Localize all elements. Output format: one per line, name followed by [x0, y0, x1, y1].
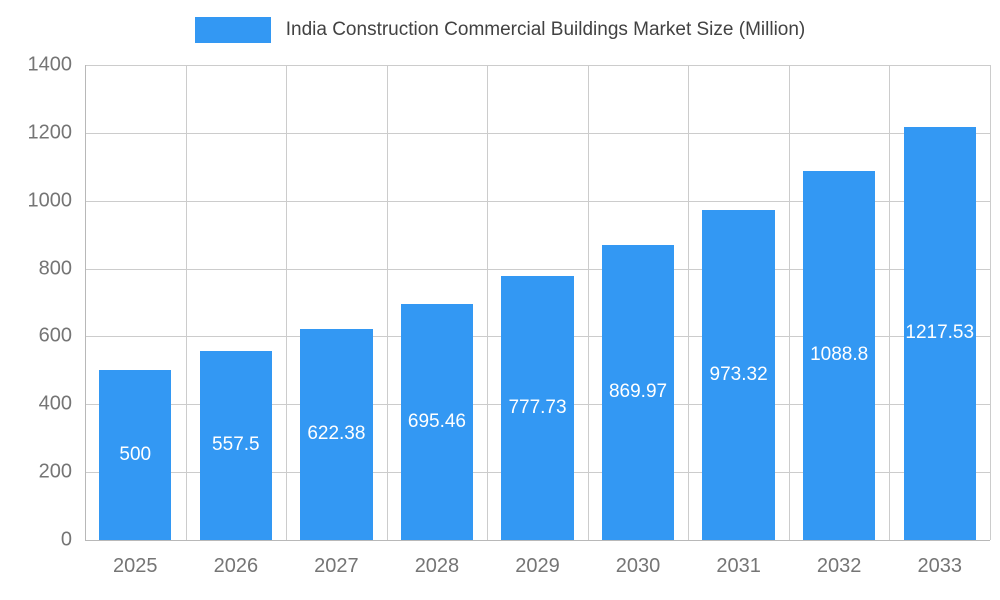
gridline-vertical — [889, 65, 891, 540]
chart-legend-item[interactable]: India Construction Commercial Buildings … — [0, 17, 1000, 43]
plot-area: 0 200 400 600 800 1000 1200 1400 500 2025 557.5 202… — [28, 54, 991, 577]
gridline-horizontal — [85, 200, 990, 202]
x-axis-tick-label: 2026 — [213, 555, 259, 577]
bar-value-label: 1217.53 — [905, 322, 975, 344]
bar-value-label: 869.97 — [608, 381, 668, 403]
gridline-vertical — [990, 65, 991, 540]
gridline-vertical — [286, 65, 288, 540]
y-axis-tick-label: 0 — [60, 528, 72, 551]
bar-value-label: 622.38 — [307, 423, 366, 445]
y-axis-tick-label: 1400 — [27, 53, 73, 76]
bar-value-label: 500 — [119, 444, 152, 466]
y-axis-tick-label: 400 — [38, 392, 72, 415]
y-axis-tick-label: 200 — [38, 460, 72, 483]
gridline-horizontal — [85, 268, 990, 270]
x-axis-tick-label: 2031 — [716, 555, 761, 577]
bar[interactable] — [903, 126, 976, 540]
y-axis-tick-label: 1000 — [27, 189, 73, 212]
gridline-horizontal — [85, 540, 990, 541]
gridline-vertical — [688, 65, 690, 540]
y-axis-tick-label: 1200 — [27, 121, 73, 144]
gridline-vertical — [587, 65, 589, 540]
x-axis-tick-label: 2025 — [113, 555, 158, 577]
bar[interactable] — [199, 350, 273, 540]
bar[interactable] — [400, 304, 474, 540]
bar[interactable] — [99, 370, 172, 540]
y-axis-line — [85, 65, 86, 540]
y-axis-tick-label: 800 — [38, 257, 72, 280]
x-axis-tick-label: 2029 — [515, 555, 560, 577]
x-axis-tick-label: 2033 — [917, 555, 962, 577]
bar-value-label: 777.73 — [508, 397, 567, 419]
bar-value-label: 695.46 — [407, 411, 466, 433]
x-axis-tick-label: 2030 — [615, 555, 661, 577]
y-axis-tick-label: 600 — [38, 324, 72, 347]
chart-title: India Construction Commercial Buildings … — [285, 19, 806, 40]
bar[interactable] — [802, 170, 876, 540]
gridline-horizontal — [85, 65, 990, 66]
gridline-vertical — [487, 65, 489, 540]
bar-value-label: 973.32 — [709, 363, 768, 385]
bar[interactable] — [601, 244, 675, 540]
bar[interactable] — [300, 328, 373, 540]
x-axis-tick-label: 2028 — [414, 555, 460, 577]
bar[interactable] — [501, 276, 574, 540]
bar-value-label: 1088.8 — [810, 344, 869, 366]
gridline-horizontal — [85, 132, 990, 134]
gridline-vertical — [788, 65, 790, 540]
legend-color-swatch — [194, 17, 271, 43]
gridline-vertical — [386, 65, 388, 540]
bar-value-label: 557.5 — [212, 434, 260, 456]
bar[interactable] — [702, 209, 775, 540]
x-axis-tick-label: 2032 — [816, 555, 862, 577]
x-axis-tick-label: 2027 — [314, 555, 359, 577]
gridline-vertical — [185, 65, 187, 540]
